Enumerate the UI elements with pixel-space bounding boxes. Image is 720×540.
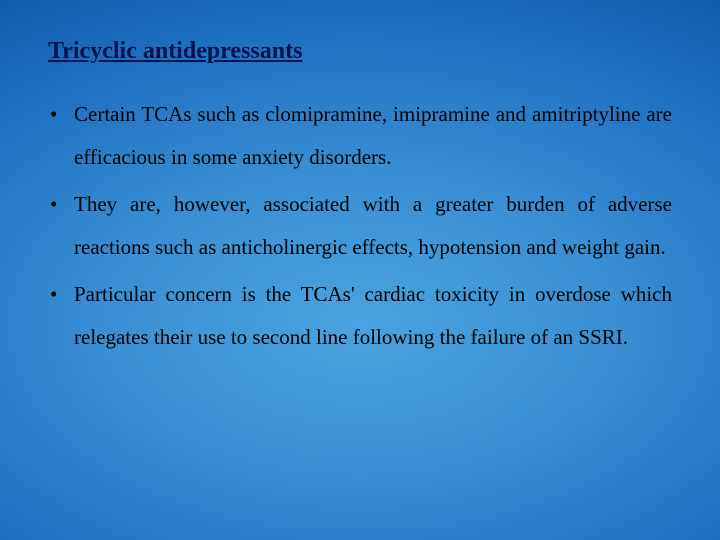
bullet-list: Certain TCAs such as clomipramine, imipr… [48, 93, 672, 359]
slide: Tricyclic antidepressants Certain TCAs s… [0, 0, 720, 540]
list-item: Certain TCAs such as clomipramine, imipr… [48, 93, 672, 179]
list-item: Particular concern is the TCAs' cardiac … [48, 273, 672, 359]
list-item: They are, however, associated with a gre… [48, 183, 672, 269]
slide-title: Tricyclic antidepressants [48, 38, 672, 65]
